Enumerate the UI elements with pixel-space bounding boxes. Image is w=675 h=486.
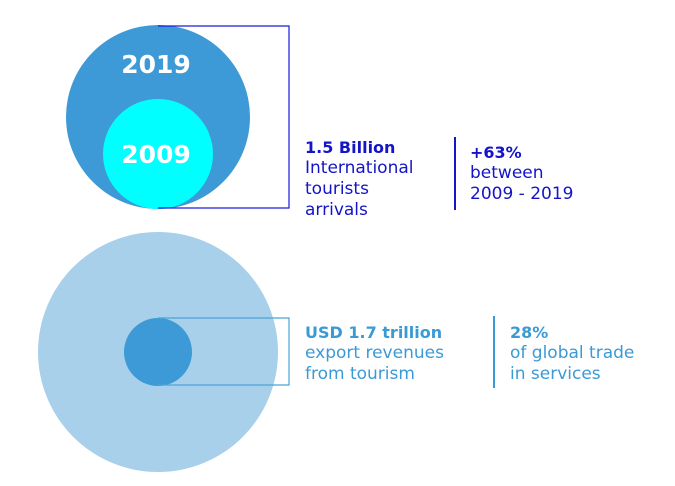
share-line-2: in services — [510, 364, 601, 384]
arrivals-headline: 1.5 Billion — [305, 138, 396, 157]
label-2009: 2009 — [121, 140, 191, 169]
bracket-bottom — [158, 317, 290, 386]
arrivals-line-2: tourists — [305, 179, 369, 199]
share-text: 28% of global trade in services — [510, 322, 634, 385]
arrivals-line-1: International — [305, 158, 414, 178]
label-2019: 2019 — [121, 50, 191, 79]
growth-line-1: between — [470, 163, 544, 183]
revenues-line-2: from tourism — [305, 364, 415, 384]
share-headline: 28% — [510, 323, 549, 342]
circle-2009 — [103, 99, 213, 209]
growth-line-2: 2009 - 2019 — [470, 184, 574, 204]
growth-text: +63% between 2009 - 2019 — [470, 142, 573, 205]
revenues-line-1: export revenues — [305, 343, 444, 363]
bracket-top — [158, 25, 290, 209]
share-line-1: of global trade — [510, 343, 635, 363]
circle-tourism-revenue — [124, 318, 192, 386]
revenues-text: USD 1.7 trillion export revenues from to… — [305, 322, 444, 385]
divider-bottom — [493, 316, 495, 388]
arrivals-line-3: arrivals — [305, 200, 368, 220]
growth-headline: +63% — [470, 143, 522, 162]
divider-top — [454, 137, 456, 210]
revenues-headline: USD 1.7 trillion — [305, 323, 443, 342]
arrivals-text: 1.5 Billion International tourists arriv… — [305, 137, 414, 221]
